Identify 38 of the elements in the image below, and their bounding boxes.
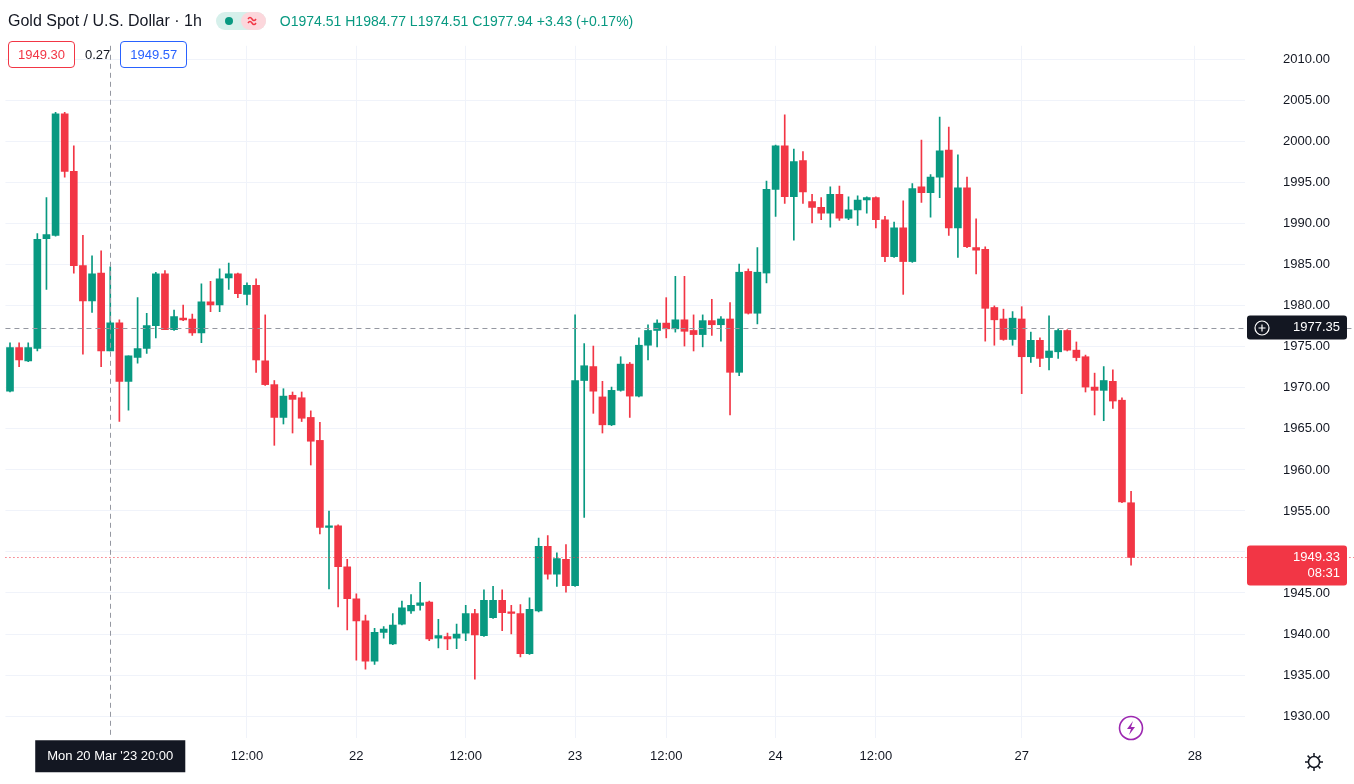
x-tick-label: 28 — [1187, 747, 1203, 763]
ref-line-label: 1949.33 — [1293, 549, 1340, 565]
y-tick-label: 1980.00 — [1283, 297, 1330, 313]
candlestick — [1099, 366, 1108, 422]
y-tick-label: 1965.00 — [1283, 420, 1330, 436]
y-tick-label: 2005.00 — [1283, 92, 1330, 108]
y-tick-label: 1975.00 — [1283, 338, 1330, 354]
x-tick-label: 12:00 — [649, 747, 683, 763]
y-tick-label: 1960.00 — [1283, 461, 1330, 477]
text: O1974.51 H1984.77 L1974.51 C1977.94 +3.43 (+0.17%) — [279, 13, 634, 29]
candlestick — [325, 510, 333, 590]
candlestick — [862, 196, 871, 214]
x-tick-label: 12:00 — [449, 747, 482, 763]
x-tick-label: Mon 20 Mar '23 20:00 — [47, 747, 174, 763]
annotation: 0.27 — [85, 47, 111, 62]
x-tick-label: 24 — [768, 747, 783, 763]
y-tick-label: 1935.00 — [1283, 666, 1330, 682]
y-tick-label: 1945.00 — [1283, 584, 1330, 600]
annotation: 1949.30 — [8, 41, 75, 68]
x-tick-label: 27 — [1014, 747, 1029, 763]
x-tick-label: 22 — [349, 747, 364, 763]
y-tick-label: 1985.00 — [1283, 256, 1330, 272]
y-tick-label: 2010.00 — [1283, 51, 1330, 67]
y-tick-label: 1990.00 — [1283, 215, 1330, 231]
y-tick-label: 1970.00 — [1283, 379, 1330, 395]
y-tick-label: 2000.00 — [1283, 133, 1330, 149]
y-tick-label: 1995.00 — [1283, 174, 1330, 190]
annotation: 1949.57 — [120, 41, 188, 68]
y-tick-label: 1940.00 — [1283, 625, 1330, 641]
x-tick-label: 12:00 — [230, 747, 264, 763]
text: 08:31 — [1307, 565, 1340, 581]
chart-title: Gold Spot / U.S. Dollar · 1h — [8, 12, 202, 30]
ref-line-label: 1977.35 — [1293, 319, 1340, 335]
candlestick — [707, 298, 716, 336]
y-tick-label: 1930.00 — [1283, 707, 1330, 723]
x-tick-label: 23 — [567, 747, 583, 763]
y-tick-label: 1955.00 — [1283, 502, 1330, 518]
x-tick-label: 12:00 — [859, 747, 893, 763]
